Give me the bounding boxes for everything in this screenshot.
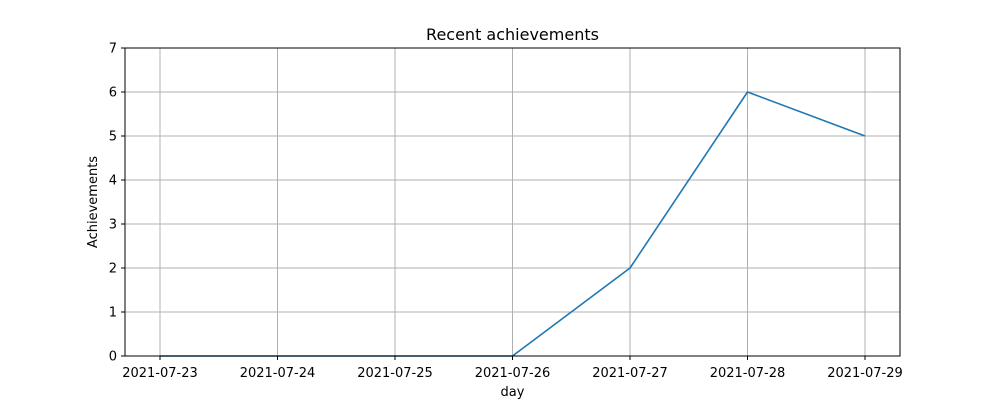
y-tick-label: 0 bbox=[109, 350, 117, 365]
y-tick-label: 3 bbox=[109, 218, 117, 233]
x-tick-label: 2021-07-27 bbox=[592, 366, 668, 381]
chart-title: Recent achievements bbox=[426, 25, 599, 44]
x-tick-label: 2021-07-26 bbox=[475, 366, 551, 381]
y-tick-label: 4 bbox=[109, 174, 117, 189]
x-tick-label: 2021-07-24 bbox=[240, 366, 316, 381]
x-tick-label: 2021-07-29 bbox=[827, 366, 903, 381]
axis-ticks: 2021-07-23 2021-07-24 2021-07-25 2021-07-26… bbox=[109, 42, 903, 382]
y-axis-label: Achievements bbox=[86, 156, 101, 248]
grid bbox=[125, 47, 900, 357]
y-tick-label: 7 bbox=[109, 42, 117, 57]
x-tick-label: 2021-07-23 bbox=[122, 366, 198, 381]
x-axis-label: day bbox=[501, 385, 525, 400]
y-tick-label: 6 bbox=[109, 86, 117, 101]
y-tick-label: 2 bbox=[109, 262, 117, 277]
x-tick-label: 2021-07-28 bbox=[710, 366, 786, 381]
y-tick-label: 5 bbox=[109, 130, 117, 145]
x-tick-label: 2021-07-25 bbox=[357, 366, 433, 381]
y-tick-label: 1 bbox=[109, 306, 117, 321]
